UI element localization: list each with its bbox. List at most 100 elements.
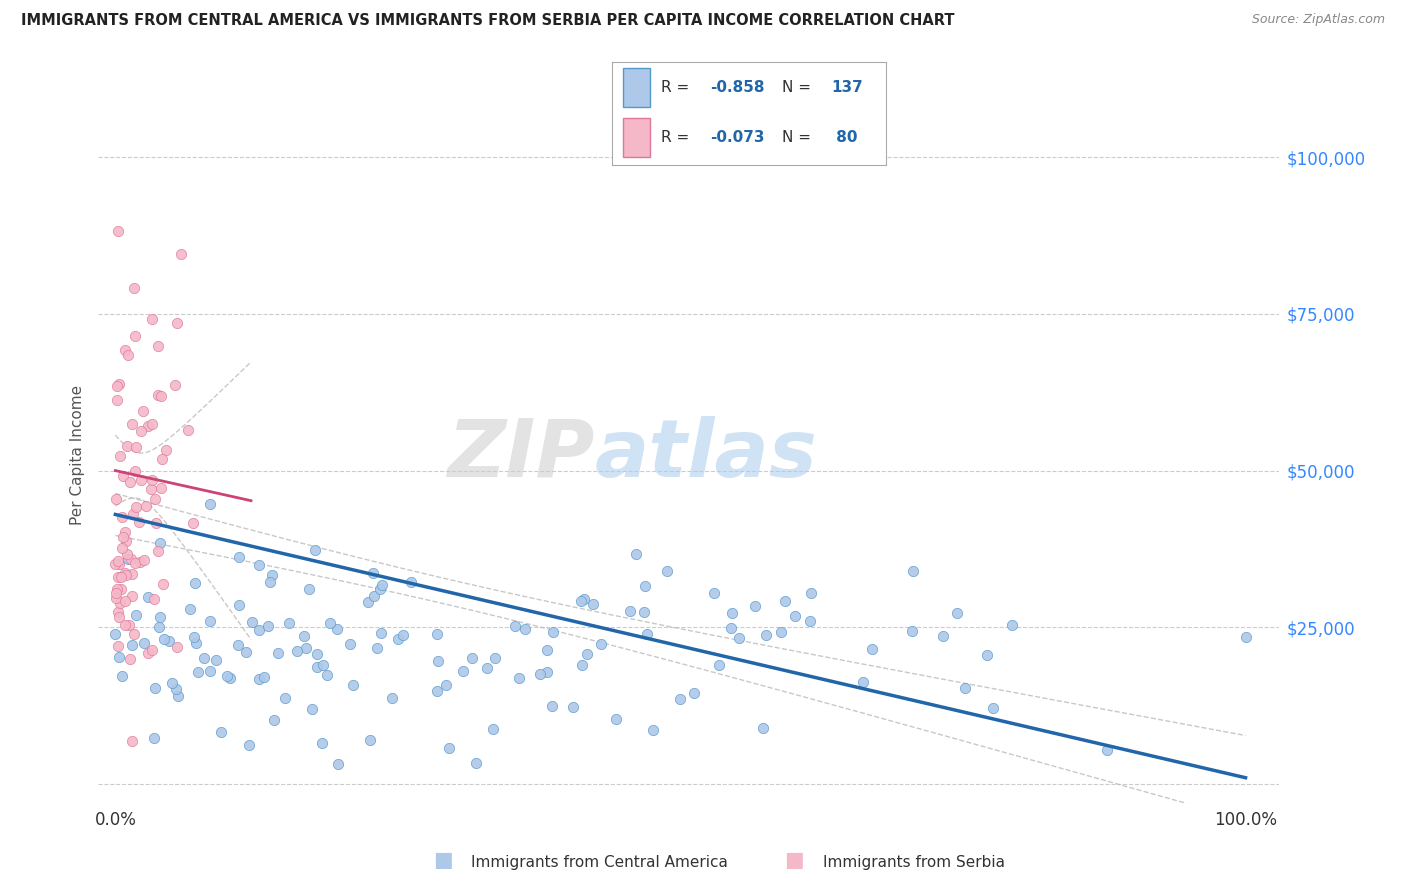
Point — [107, 639, 129, 653]
Point — [267, 646, 290, 660]
Point — [292, 629, 315, 643]
Point — [247, 623, 270, 637]
Point — [146, 388, 169, 402]
Point — [295, 640, 318, 655]
Point — [361, 566, 384, 580]
Point — [183, 516, 205, 530]
Point — [108, 650, 131, 665]
Point — [110, 450, 132, 464]
Point — [129, 474, 152, 488]
Point — [536, 643, 558, 657]
Point — [125, 500, 148, 514]
Point — [1001, 618, 1024, 632]
Point — [541, 625, 564, 640]
Point — [114, 524, 136, 539]
Text: 80: 80 — [831, 130, 858, 145]
Point — [115, 567, 138, 582]
Point — [107, 570, 129, 584]
Point — [624, 547, 647, 561]
Point — [669, 691, 692, 706]
Point — [460, 651, 482, 665]
Point — [572, 592, 595, 607]
Point — [900, 624, 922, 638]
Point — [166, 316, 188, 330]
Point — [198, 497, 221, 511]
Point — [359, 732, 381, 747]
Point — [136, 646, 159, 660]
Text: Source: ZipAtlas.com: Source: ZipAtlas.com — [1251, 13, 1385, 27]
Point — [124, 464, 146, 478]
Point — [124, 556, 146, 570]
Point — [134, 636, 156, 650]
Point — [633, 605, 655, 619]
Point — [131, 425, 153, 439]
Point — [582, 597, 605, 611]
Text: 137: 137 — [831, 79, 863, 95]
Point — [111, 469, 134, 483]
Point — [118, 475, 141, 489]
Point — [136, 591, 159, 605]
Point — [108, 377, 131, 392]
Point — [209, 724, 232, 739]
Point — [114, 594, 136, 608]
Point — [311, 736, 333, 750]
Point — [860, 642, 883, 657]
Point — [641, 723, 664, 738]
Text: Immigrants from Serbia: Immigrants from Serbia — [823, 855, 1004, 870]
Point — [426, 654, 449, 668]
Point — [121, 638, 143, 652]
Point — [198, 664, 221, 678]
Point — [482, 722, 505, 736]
Point — [219, 671, 242, 685]
Point — [146, 339, 169, 353]
Point — [852, 675, 875, 690]
Point — [124, 329, 146, 343]
Point — [342, 678, 364, 692]
Point — [591, 637, 613, 651]
Y-axis label: Per Capita Income: Per Capita Income — [70, 384, 86, 525]
Point — [983, 701, 1005, 715]
Point — [107, 554, 129, 568]
Point — [143, 681, 166, 695]
Point — [357, 594, 380, 608]
Point — [150, 481, 173, 495]
Point — [167, 690, 190, 704]
Point — [179, 602, 201, 616]
Point — [800, 586, 823, 600]
Point — [370, 625, 392, 640]
Point — [326, 757, 349, 772]
Point — [932, 628, 955, 642]
Point — [165, 682, 187, 697]
Point — [132, 404, 155, 418]
Point — [125, 441, 148, 455]
Point — [399, 574, 422, 589]
Text: N =: N = — [782, 79, 811, 95]
Point — [256, 618, 278, 632]
Point — [391, 627, 413, 641]
Text: N =: N = — [782, 130, 811, 145]
Point — [157, 633, 180, 648]
Point — [634, 579, 657, 593]
Point — [707, 658, 730, 673]
Point — [145, 516, 167, 530]
Point — [683, 686, 706, 700]
Point — [107, 557, 129, 571]
Point — [177, 423, 200, 437]
Point — [153, 632, 176, 646]
Point — [226, 638, 249, 652]
Point — [149, 389, 172, 403]
Text: -0.073: -0.073 — [710, 130, 765, 145]
Point — [387, 632, 409, 646]
Point — [426, 627, 449, 641]
Point — [184, 575, 207, 590]
Point — [307, 647, 329, 661]
FancyBboxPatch shape — [623, 118, 650, 157]
Point — [619, 604, 641, 618]
Text: IMMIGRANTS FROM CENTRAL AMERICA VS IMMIGRANTS FROM SERBIA PER CAPITA INCOME CORR: IMMIGRANTS FROM CENTRAL AMERICA VS IMMIG… — [21, 13, 955, 29]
Point — [105, 582, 128, 597]
Point — [166, 640, 188, 654]
Point — [121, 733, 143, 747]
Text: ■: ■ — [433, 850, 453, 870]
Point — [149, 536, 172, 550]
FancyBboxPatch shape — [623, 68, 650, 106]
